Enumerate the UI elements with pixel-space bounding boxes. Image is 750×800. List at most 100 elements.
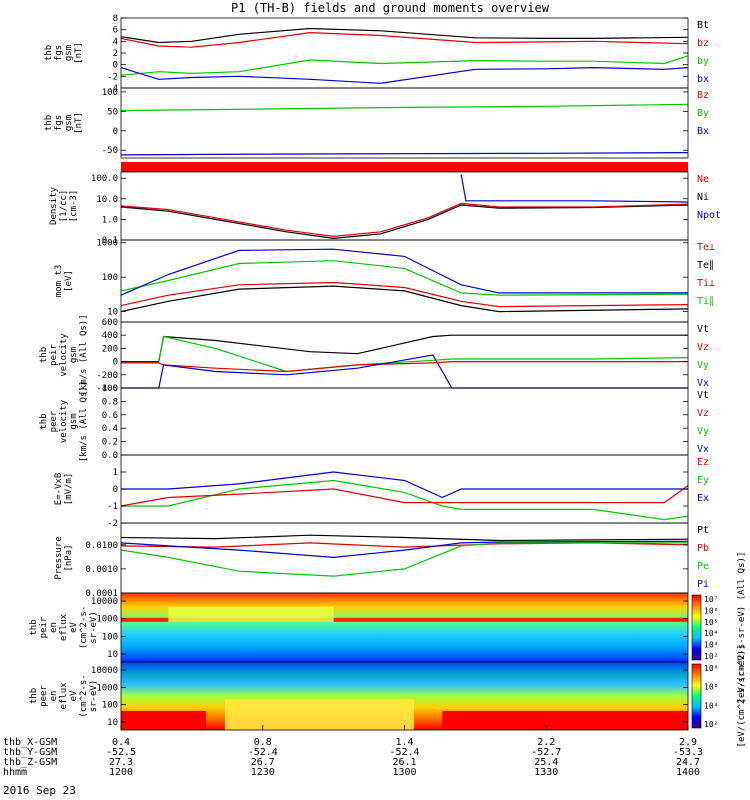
y-axis-label: [nPa] <box>64 544 74 571</box>
series-pressure-Pi <box>120 540 689 559</box>
legend-fgs-dsl: Bz By Bx <box>697 90 709 137</box>
y-axis-label: peer <box>49 410 59 432</box>
y-tick-label: 1000 <box>96 615 118 625</box>
ephemeris-value: 0.8 <box>254 737 272 748</box>
series-velocity-Vz <box>121 361 688 373</box>
legend-entry: Pi <box>697 579 709 590</box>
ephemeris-value: 1200 <box>109 767 133 778</box>
y-tick-label: 10 <box>107 718 118 728</box>
y-axis-label: velocity <box>59 399 69 443</box>
legend-pressure: Pt Pb Pe Pi <box>697 525 709 590</box>
y-axis-label: E=-VxB <box>54 473 64 506</box>
legend-entry: Vx <box>697 378 709 389</box>
y-axis-label: sr-eV) <box>89 611 99 644</box>
y-tick-label: 1000 <box>96 239 118 249</box>
panel-velocity-e: 1.0 0.8 0.6 0.4 0.2 0.0 thb peer velocity gsm [km/… <box>39 381 689 462</box>
panel-frame <box>120 387 689 456</box>
y-tick-label: 0.4 <box>102 424 118 434</box>
y-axis-label: velocity <box>59 333 69 377</box>
y-tick-label: 0.0 <box>102 451 118 461</box>
y-tick-label: 50 <box>107 107 118 117</box>
series-density-Ni <box>120 204 689 240</box>
legend-entry: Ti∥ <box>697 296 714 307</box>
series-pressure-Pe <box>120 542 688 577</box>
y-axis-label: [nT] <box>74 112 84 134</box>
plot-title: P1 (TH-B) fields and ground moments over… <box>231 1 549 15</box>
panel-density: 100.0 10.0 1.0 0.1 Density [1/cc] [cm-3] <box>49 171 689 246</box>
y-axis-label: fgs <box>54 45 64 61</box>
y-axis-label: en <box>49 691 59 702</box>
y-tick-label: 100 <box>102 632 118 642</box>
legend-entry: bz <box>697 38 709 49</box>
ephemeris-value: 26.1 <box>392 757 416 768</box>
legend-entry: Te⊥ <box>697 242 715 253</box>
ephemeris-value: 0.4 <box>112 737 130 748</box>
y-tick-label: 10 <box>107 650 118 660</box>
y-axis-label: [mV/m] <box>64 473 74 506</box>
y-tick-label: -400 <box>96 384 118 394</box>
ion-peak-band <box>121 617 688 622</box>
y-tick-label: -4 <box>107 84 118 94</box>
legend-temperature: Te⊥ Te∥ Ti⊥ Ti∥ <box>697 242 715 307</box>
y-axis-label: thb <box>44 115 54 131</box>
y-tick-label: 0.0100 <box>85 541 118 551</box>
series-velocity-Vy <box>121 335 689 373</box>
series-fgs-dsl-Bx <box>120 152 689 156</box>
series-efield-Ez <box>120 485 689 507</box>
y-tick-label: -2 <box>107 72 118 82</box>
legend-entry: Ey <box>697 475 709 486</box>
y-tick-label: 0.0010 <box>85 565 118 575</box>
ephemeris-value: -52.4 <box>248 747 278 758</box>
series-fgs-dsl-By <box>120 103 689 112</box>
panel-velocity: 600 400 200 0 -200 -400 thb peir velocity gsm [km/… <box>39 314 689 396</box>
y-tick-label: 10000 <box>91 666 118 676</box>
legend-entry: Bx <box>697 126 709 137</box>
y-axis-label: [km/s (All Qs)] <box>79 314 89 395</box>
panel-fgs: 8 64 2 0-2 -4 thb fgs gsm [nT] <box>44 14 689 94</box>
panel-frame <box>120 87 689 159</box>
y-axis-label: thb <box>29 688 39 704</box>
y-tick-label: 8 <box>113 14 118 24</box>
panel-frame <box>120 321 689 389</box>
legend-entry: Ez <box>697 457 709 468</box>
ephemeris-value: 1330 <box>534 767 558 778</box>
ephemeris-row-label: thb_Y-GSM <box>3 747 57 758</box>
y-axis-label: gsm <box>64 45 74 61</box>
y-axis-label: mom t3 <box>54 265 64 298</box>
panel-ion-spectrogram: 10000 1000 100 10 thb peir en eflux eV (cm^2-s-sr… <box>29 592 689 663</box>
y-axis-label: (cm^2-s- <box>79 674 89 717</box>
y-tick-label: 4 <box>113 37 118 47</box>
electron-sheet-region <box>224 699 414 730</box>
series-density-Ne <box>120 202 689 238</box>
series-temperature-Te∥ <box>120 285 689 313</box>
legend-velocity: Vt Vz Vy Vx <box>697 324 709 389</box>
ephemeris-value: -53.3 <box>673 747 703 758</box>
legend-entry: Npot <box>697 210 721 221</box>
legend-entry: Te∥ <box>697 260 714 271</box>
colorbar-label: [eV/(cm^2-s-sr-eV)] <box>737 645 747 748</box>
quality-flag-bar <box>121 162 688 172</box>
ephemeris-value: 27.3 <box>109 757 133 768</box>
panel-frame <box>120 171 689 241</box>
y-tick-label: 0 <box>113 358 118 368</box>
y-tick-label: 1 <box>113 468 118 478</box>
y-axis-label: [eV] <box>64 270 74 292</box>
colorbar-tick: 10² <box>704 652 718 661</box>
colorbar-tick: 10⁶ <box>704 683 718 692</box>
ephemeris-value: -52.4 <box>389 747 419 758</box>
y-tick-label: -200 <box>96 371 118 381</box>
series-pressure-Pt <box>120 534 689 542</box>
legend-entry: Ti⊥ <box>697 278 715 289</box>
y-axis-label: gsm <box>64 115 74 131</box>
y-tick-label: 6 <box>113 26 118 36</box>
panel-frame <box>120 522 689 594</box>
series-pressure-Pb <box>120 542 689 548</box>
legend-entry: by <box>697 56 709 67</box>
y-axis-label: [nT] <box>74 42 84 64</box>
electron-dense-region-left <box>121 710 207 730</box>
ephemeris-row-label: thb_Z-GSM <box>3 757 57 768</box>
panel-pressure: 0.0100 0.0010 0.0001 Pressure [nPa] <box>54 522 689 599</box>
y-axis-label: en <box>49 622 59 633</box>
legend-entry: By <box>697 108 709 119</box>
